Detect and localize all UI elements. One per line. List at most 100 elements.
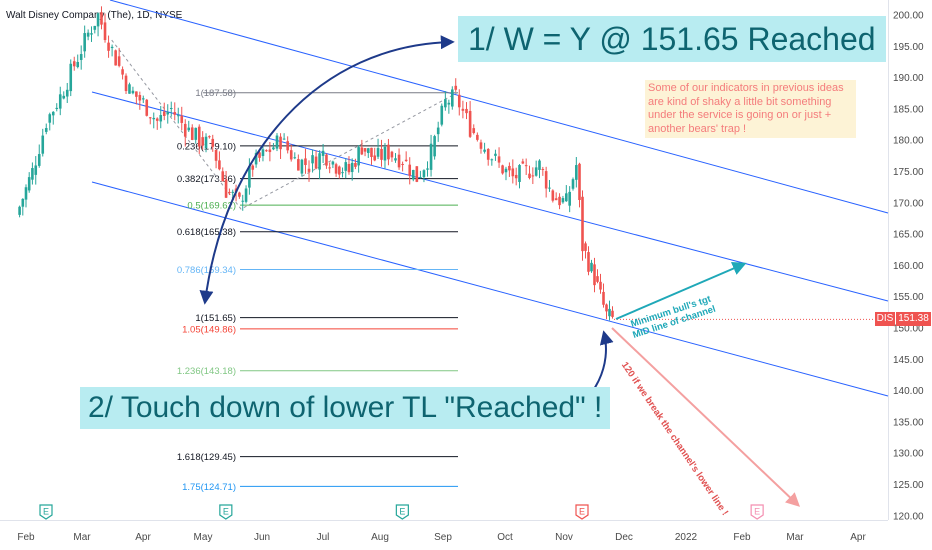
candle-body [350,162,354,173]
candle-body [58,94,62,109]
x-tick-label: 2022 [675,532,698,543]
candle-body [422,170,426,178]
candle-body [397,154,401,168]
candle-body [90,33,93,35]
candle-body [103,22,107,41]
candle-body [24,187,28,200]
candle-body [608,308,611,317]
candle-body [334,164,338,174]
x-tick-label: Dec [615,532,633,543]
x-tick-label: Mar [786,532,804,543]
y-tick-label: 200.00 [893,11,924,22]
candle-body [508,165,511,171]
candle-body [408,164,412,176]
candle-body [251,165,255,170]
channel-lower-line [91,181,889,397]
candle-body [596,276,599,282]
candle-body [297,159,300,171]
candle-body [587,252,590,272]
candle-body [404,159,408,161]
candle-body [162,111,166,116]
candle-body [96,13,100,27]
candle-body [159,115,163,122]
candle-body [300,159,304,174]
y-tick-label: 190.00 [893,73,924,84]
y-tick-label: 140.00 [893,386,924,397]
candle-body [201,137,204,146]
candle-body [380,148,383,160]
candle-body [476,134,479,140]
candle-body [34,165,38,175]
fib-anchor-dashed [111,39,458,210]
candle-body [173,112,177,115]
candle-body [599,281,602,290]
earnings-icon-letter: E [579,507,585,517]
candle-body [528,173,531,179]
x-tick-label: Mar [73,532,91,543]
candle-body [436,127,440,135]
candle-body [135,91,138,97]
candle-body [307,168,311,172]
candle-body [41,135,45,154]
fib-label: 1(151.65) [195,313,236,324]
candle-body [331,161,335,165]
candle-body [558,196,561,206]
candle-body [521,161,525,164]
candle-body [387,144,390,160]
candle-body [472,128,476,133]
earnings-icon-letter: E [399,507,405,517]
candle-body [197,126,201,147]
candle-body [314,156,318,169]
x-tick-label: Aug [371,532,389,543]
price-badge-value: 151.38 [896,312,931,326]
candle-body [440,105,444,125]
candle-body [141,98,145,100]
candle-body [390,151,394,158]
candle-body [376,148,380,157]
candle-body [79,54,83,60]
candle-body [454,85,458,90]
x-tick-label: Apr [135,532,151,543]
candle-body [605,304,608,312]
y-tick-label: 135.00 [893,417,924,428]
candle-body [166,112,170,115]
candle-body [282,138,286,140]
candle-body [214,150,218,161]
candle-body [155,118,159,121]
candle-body [511,168,515,177]
earnings-icon-shape [575,504,589,520]
candle-body [238,192,241,197]
y-tick-label: 185.00 [893,104,924,115]
fib-label: 1.236(143.18) [177,366,236,377]
candle-body [65,89,69,97]
candle-body [429,143,433,170]
candle-body [152,117,156,120]
candle-body [357,147,360,166]
candle-body [93,25,97,30]
chart-title: Walt Disney Company (The), 1D, NYSE [6,10,183,21]
earnings-icon: E [219,504,233,520]
x-tick-label: Oct [497,532,513,543]
candle-body [383,146,387,161]
candle-body [433,136,436,157]
y-tick-label: 145.00 [893,355,924,366]
candle-body [451,89,454,107]
candle-body [37,154,41,166]
candle-body [107,42,110,51]
candle-body [548,187,551,189]
candle-body [31,168,34,180]
candle-body [100,12,103,25]
candle-body [110,46,114,49]
candle-body [187,127,191,131]
fib-label: 1.75(124.71) [182,482,236,493]
candle-body [228,191,231,193]
candle-body [531,175,535,177]
candle-body [514,174,518,179]
candle-body [347,163,351,173]
candle-body [224,179,228,198]
earnings-icon-letter: E [43,507,49,517]
candle-body [373,155,377,161]
candle-body [565,193,568,202]
x-tick-label: Nov [555,532,573,543]
